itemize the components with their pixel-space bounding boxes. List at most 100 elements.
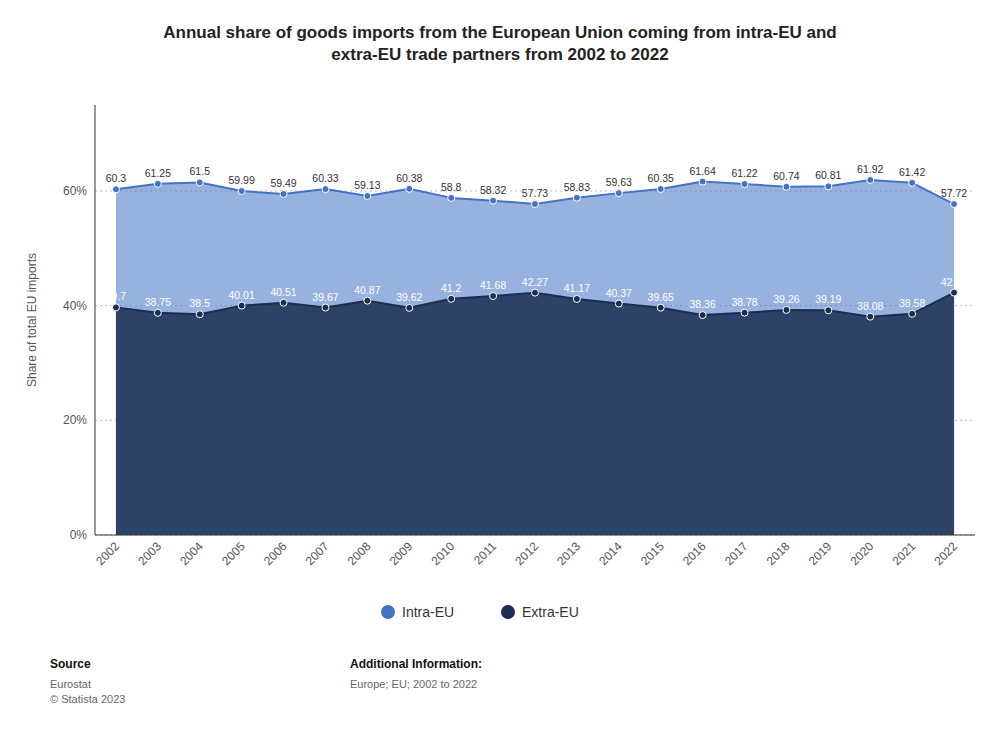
marker xyxy=(615,190,622,197)
marker xyxy=(448,194,455,201)
data-label: 60.38 xyxy=(396,172,422,184)
footer-heading: Additional Information: xyxy=(350,657,482,671)
marker xyxy=(490,293,497,300)
footer-line: © Statista 2023 xyxy=(50,693,125,705)
marker xyxy=(364,297,371,304)
x-tick-label: 2021 xyxy=(889,539,918,568)
footer-heading: Source xyxy=(50,657,91,671)
marker xyxy=(909,310,916,317)
data-label: 61.22 xyxy=(731,167,757,179)
background xyxy=(0,0,1000,743)
y-tick-label: 0% xyxy=(70,528,88,542)
data-label: 39.19 xyxy=(815,293,841,305)
data-label: 60.33 xyxy=(312,172,338,184)
marker xyxy=(154,180,161,187)
marker xyxy=(532,201,539,208)
marker xyxy=(741,181,748,188)
marker xyxy=(280,190,287,197)
data-label: 38.5 xyxy=(190,297,211,309)
area xyxy=(116,293,954,535)
x-tick-label: 2022 xyxy=(931,539,960,568)
x-tick-label: 2006 xyxy=(261,539,290,568)
data-label: 58.32 xyxy=(480,184,506,196)
x-axis-line xyxy=(95,534,975,535)
data-label: 61.64 xyxy=(689,165,715,177)
data-label: 40.01 xyxy=(229,289,255,301)
marker xyxy=(406,185,413,192)
data-label: 40.37 xyxy=(606,287,632,299)
marker xyxy=(867,313,874,320)
legend-swatch xyxy=(501,605,515,619)
data-label: 60.74 xyxy=(773,170,799,182)
footer-line: Europe; EU; 2002 to 2022 xyxy=(350,678,477,690)
marker xyxy=(699,178,706,185)
data-label: 39.65 xyxy=(648,291,674,303)
marker xyxy=(783,183,790,190)
data-label: 38.36 xyxy=(689,298,715,310)
data-label: 39.67 xyxy=(312,291,338,303)
data-labels: 60.361.2561.559.9959.4960.3359.1360.3858… xyxy=(106,163,968,312)
chart: Annual share of goods imports from the E… xyxy=(0,0,1000,743)
marker xyxy=(154,309,161,316)
marker xyxy=(699,312,706,319)
data-label: 60.81 xyxy=(815,169,841,181)
footer-text: Europe; EU; 2002 to 2022 xyxy=(350,678,477,690)
x-tick-label: 2013 xyxy=(554,539,583,568)
marker xyxy=(615,300,622,307)
data-label: 38.08 xyxy=(857,300,883,312)
area xyxy=(116,180,954,535)
marker xyxy=(951,201,958,208)
x-tick-label: 2003 xyxy=(135,539,164,568)
data-label: 38.78 xyxy=(731,296,757,308)
x-tick-label: 2005 xyxy=(219,539,248,568)
marker xyxy=(657,185,664,192)
x-tick-label: 2009 xyxy=(387,539,416,568)
x-tick-label: 2007 xyxy=(303,539,332,568)
marker xyxy=(238,302,245,309)
x-tick-label: 2010 xyxy=(429,539,458,568)
x-tick-label: 2017 xyxy=(722,539,751,568)
marker xyxy=(280,299,287,306)
marker xyxy=(573,194,580,201)
data-label: 59.13 xyxy=(354,179,380,191)
marks xyxy=(112,176,957,535)
data-label: 40.87 xyxy=(354,284,380,296)
marker xyxy=(322,304,329,311)
x-tick-label: 2016 xyxy=(680,539,709,568)
data-label: 39.62 xyxy=(396,291,422,303)
data-label: 58.83 xyxy=(564,181,590,193)
data-label: 61.92 xyxy=(857,163,883,175)
data-label: 60.35 xyxy=(648,172,674,184)
data-label: 42.27 xyxy=(522,276,548,288)
marker xyxy=(112,304,119,311)
marker xyxy=(112,186,119,193)
data-label: 59.63 xyxy=(606,176,632,188)
marker xyxy=(909,179,916,186)
y-tick-label: 60% xyxy=(63,184,87,198)
x-tick-label: 2015 xyxy=(638,539,667,568)
marker xyxy=(532,289,539,296)
marker xyxy=(448,295,455,302)
x-tick-label: 2014 xyxy=(596,539,625,568)
marker xyxy=(196,311,203,318)
marker xyxy=(364,192,371,199)
data-label: 61.42 xyxy=(899,166,925,178)
x-tick-label: 2004 xyxy=(177,539,206,568)
data-label: 38.58 xyxy=(899,297,925,309)
marker xyxy=(951,289,958,296)
data-label: 41.2 xyxy=(441,282,462,294)
marker xyxy=(867,176,874,183)
title-line: extra-EU trade partners from 2002 to 202… xyxy=(331,45,668,64)
data-label: 42.28 xyxy=(941,276,967,288)
marker xyxy=(406,304,413,311)
marker xyxy=(490,197,497,204)
y-axis-line xyxy=(95,105,96,535)
data-label: 57.72 xyxy=(941,187,967,199)
title: Annual share of goods imports from the E… xyxy=(163,23,836,64)
data-label: 60.3 xyxy=(106,172,127,184)
x-tick-label: 2012 xyxy=(512,539,541,568)
x-tick-label: 2002 xyxy=(93,539,122,568)
grid-line xyxy=(95,535,975,536)
x-tick-label: 2011 xyxy=(471,539,499,567)
title-line: Annual share of goods imports from the E… xyxy=(163,23,836,42)
